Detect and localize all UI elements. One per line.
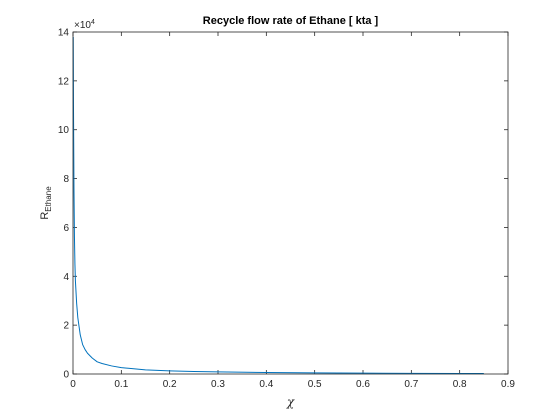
x-axis-label: χ xyxy=(286,395,295,409)
series-layer xyxy=(72,36,484,375)
x-axis-ticks: 0 0.1 0.2 0.3 0.4 0.5 0.6 0.7 0.8 0.9 xyxy=(70,32,515,390)
y-axis-label: REthane xyxy=(39,186,53,220)
chart-title: Recycle flow rate of Ethane [ kta ] xyxy=(203,15,379,27)
y-tick-label: 4 xyxy=(63,272,69,283)
y-exponent-power: 4 xyxy=(91,19,95,26)
x-tick-label: 0.3 xyxy=(211,379,225,390)
y-axis-label-sub: Ethane xyxy=(44,186,53,212)
y-tick-label: 0 xyxy=(63,370,69,381)
y-tick-label: 8 xyxy=(63,174,69,185)
y-tick-label: 10 xyxy=(58,125,70,136)
y-exponent-base: ×10 xyxy=(74,20,91,31)
x-tick-label: 0 xyxy=(70,379,76,390)
y-tick-label: 12 xyxy=(58,76,70,87)
x-tick-label: 0.1 xyxy=(114,379,128,390)
x-tick-label: 0.9 xyxy=(501,379,515,390)
y-exponent-label: ×104 xyxy=(74,19,95,31)
series-line xyxy=(72,36,484,375)
plot-frame xyxy=(72,31,509,375)
y-axis-ticks: 0 2 4 6 8 10 12 14 xyxy=(58,28,508,381)
x-tick-label: 0.2 xyxy=(163,379,177,390)
y-tick-label: 2 xyxy=(63,321,69,332)
y-tick-label: 6 xyxy=(63,223,69,234)
x-tick-label: 0.4 xyxy=(259,379,273,390)
y-axis-label-main: R xyxy=(39,212,51,220)
x-tick-label: 0.8 xyxy=(453,379,467,390)
x-tick-label: 0.6 xyxy=(356,379,370,390)
x-tick-label: 0.7 xyxy=(404,379,418,390)
y-tick-label: 14 xyxy=(58,28,70,39)
plot-area xyxy=(73,32,508,374)
x-tick-label: 0.5 xyxy=(308,379,322,390)
